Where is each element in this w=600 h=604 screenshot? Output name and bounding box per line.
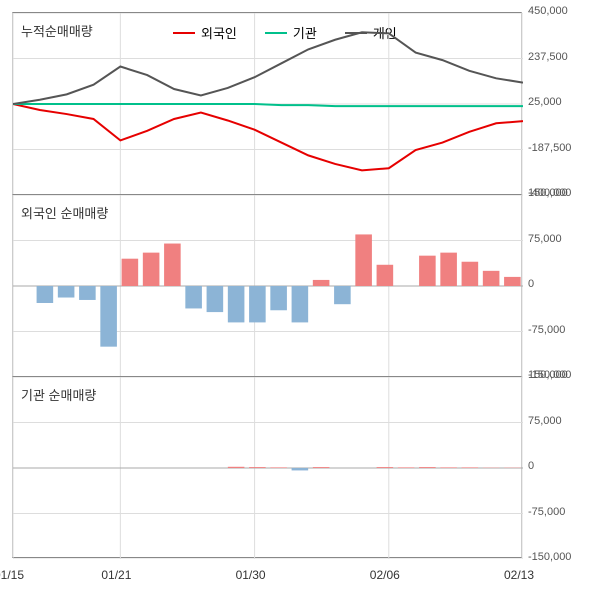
bar bbox=[292, 468, 309, 470]
bar bbox=[207, 286, 224, 312]
x-tick-label: 01/21 bbox=[101, 568, 131, 582]
bar bbox=[462, 262, 479, 286]
chart-svg-institution bbox=[13, 377, 523, 559]
bar bbox=[440, 253, 457, 286]
bar bbox=[419, 256, 436, 286]
x-tick-label: 02/13 bbox=[504, 568, 534, 582]
bar bbox=[249, 467, 266, 468]
y-tick-label: 25,000 bbox=[528, 96, 562, 108]
bar bbox=[270, 286, 287, 310]
y-tick-label: -75,000 bbox=[528, 506, 565, 518]
bar bbox=[58, 286, 75, 298]
y-tick-label: 237,500 bbox=[528, 51, 568, 63]
bar bbox=[100, 286, 117, 347]
bar bbox=[398, 467, 415, 468]
bar bbox=[483, 271, 500, 286]
panel-foreign-net: 외국인 순매매량 bbox=[12, 194, 522, 376]
bar bbox=[185, 286, 202, 308]
bar bbox=[122, 259, 139, 286]
line-series-foreign bbox=[13, 104, 523, 170]
x-tick-label: 02/06 bbox=[370, 568, 400, 582]
bar bbox=[313, 280, 330, 286]
y-tick-label: -150,000 bbox=[528, 551, 571, 563]
y-tick-label: 0 bbox=[528, 278, 534, 290]
bar bbox=[313, 467, 330, 468]
bar bbox=[143, 253, 160, 286]
bar bbox=[440, 467, 457, 468]
y-tick-label: -187,500 bbox=[528, 142, 571, 154]
bar bbox=[419, 467, 436, 468]
chart-container: 누적순매매량 외국인기관개인 외국인 순매매량 기관 순매매량 -400,000… bbox=[0, 0, 600, 604]
bar bbox=[292, 286, 309, 322]
y-tick-label: 450,000 bbox=[528, 5, 568, 17]
bar bbox=[377, 265, 394, 286]
bar bbox=[377, 467, 394, 468]
bar bbox=[249, 286, 266, 322]
y-tick-label: 150,000 bbox=[528, 369, 568, 381]
bar bbox=[270, 467, 287, 468]
y-tick-label: 150,000 bbox=[528, 187, 568, 199]
bar bbox=[355, 234, 372, 286]
bar bbox=[504, 277, 521, 286]
y-tick-label: 75,000 bbox=[528, 233, 562, 245]
panel-cumulative: 누적순매매량 외국인기관개인 bbox=[12, 12, 522, 194]
x-tick-label: 01/30 bbox=[236, 568, 266, 582]
chart-svg-cumulative bbox=[13, 13, 523, 195]
bar bbox=[37, 286, 54, 303]
line-series-individual bbox=[13, 32, 523, 104]
panel-institution-net: 기관 순매매량 bbox=[12, 376, 522, 558]
bar bbox=[334, 286, 351, 304]
y-tick-label: 0 bbox=[528, 460, 534, 472]
y-tick-label: -75,000 bbox=[528, 324, 565, 336]
x-tick-label: 01/15 bbox=[0, 568, 24, 582]
bar bbox=[228, 467, 245, 468]
bar bbox=[79, 286, 96, 300]
bar bbox=[228, 286, 245, 322]
y-tick-label: 75,000 bbox=[528, 415, 562, 427]
bar bbox=[462, 467, 479, 468]
bar bbox=[164, 244, 181, 286]
chart-svg-foreign bbox=[13, 195, 523, 377]
